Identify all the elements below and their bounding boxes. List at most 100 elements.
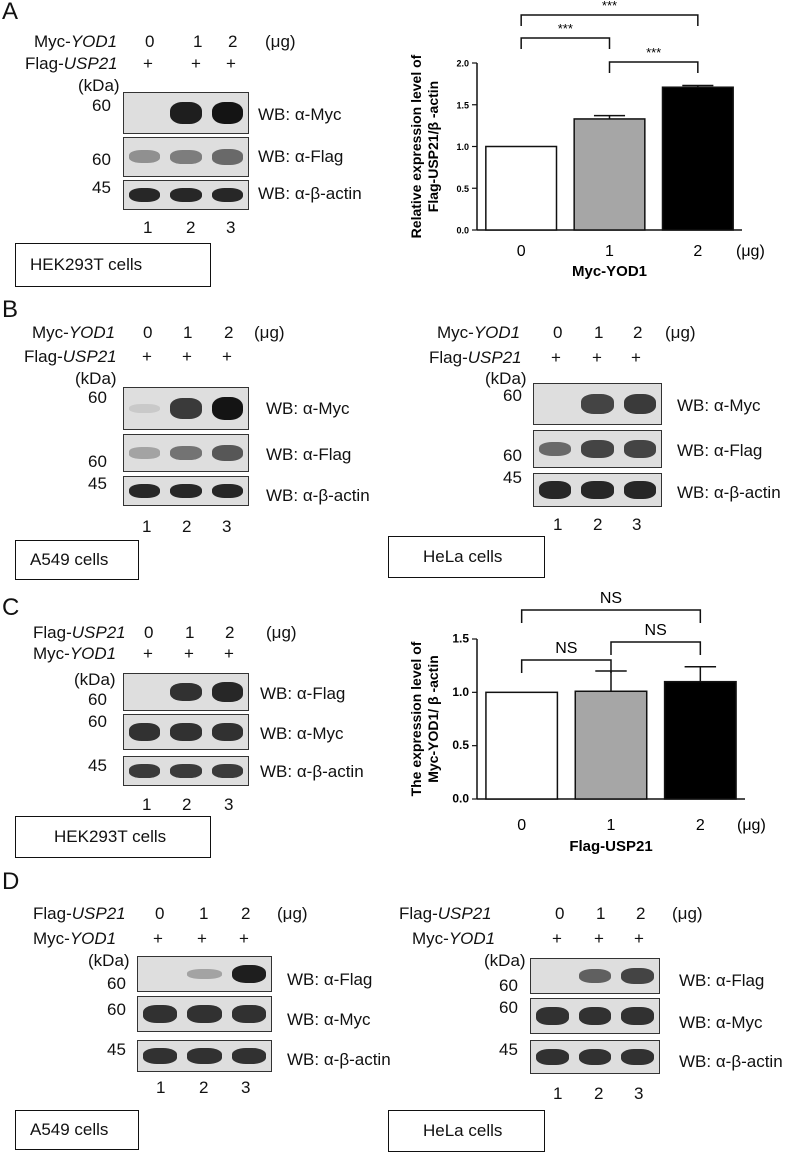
blot-band (231, 1048, 266, 1064)
blot-strip (530, 958, 660, 994)
blot-strip (123, 756, 249, 786)
sign-lane3: + (222, 347, 232, 366)
unit-label: (μg) (277, 904, 308, 923)
marker-60: 60 (88, 452, 107, 471)
kda-label: (kDa) (75, 369, 117, 388)
wb-label: WB: α-Flag (266, 445, 352, 464)
y-axis-title-line2: Flag-USP21/β -actin (425, 81, 441, 212)
marker-60: 60 (499, 998, 518, 1017)
row1-label: Flag-USP21 (33, 623, 126, 643)
sign-lane1: + (552, 929, 562, 948)
wb-label: WB: α-Myc (679, 1013, 763, 1032)
blot-band (581, 394, 614, 414)
row1-gene: YOD1 (70, 32, 118, 51)
panel-letter-c: C (2, 594, 20, 621)
unit-label: (μg) (737, 817, 766, 834)
row1-label: Myc-YOD1 (32, 323, 115, 343)
sign-lane3: + (224, 644, 234, 663)
blot-band (623, 394, 656, 414)
blot-band (578, 1048, 612, 1066)
row1-prefix: Myc- (437, 323, 474, 342)
row2-prefix: Flag- (24, 347, 63, 366)
cell-line-label: A549 cells (30, 550, 109, 569)
blot-band (581, 440, 614, 458)
x-tick-label: 0 (517, 817, 526, 834)
cell-line-label: A549 cells (30, 1120, 109, 1139)
lane-number: 1 (143, 218, 153, 237)
blot-strip (123, 476, 249, 506)
lane-number: 2 (199, 1078, 209, 1097)
wb-label: WB: α-Flag (260, 684, 346, 703)
blot-band (170, 682, 202, 702)
y-tick-label: 2.0 (456, 59, 469, 69)
sign-lane2: + (182, 347, 192, 366)
row2-label: Myc-YOD1 (33, 644, 116, 664)
bar (573, 118, 646, 231)
x-tick-label: 1 (607, 817, 616, 834)
row2-label: Myc-YOD1 (33, 929, 116, 949)
blot-strip (123, 92, 249, 134)
blot-band (578, 1007, 612, 1025)
wb-label: WB: α-β-actin (287, 1050, 391, 1069)
significance-label: *** (646, 45, 661, 60)
blot-band (129, 723, 161, 741)
blot-band (187, 1048, 222, 1064)
blot-strip (530, 998, 660, 1034)
cell-line-box: A549 cells (15, 1110, 139, 1150)
cell-line-box: A549 cells (15, 540, 139, 580)
blot-band (211, 149, 243, 165)
lane-number: 1 (156, 1078, 166, 1097)
sign-lane1: + (551, 348, 561, 367)
cell-line-box: HeLa cells (388, 1110, 545, 1152)
lane-number: 1 (142, 517, 152, 536)
wb-label: WB: α-Flag (677, 441, 763, 460)
row2-gene: YOD1 (69, 929, 117, 948)
amount-lane2: 1 (596, 904, 606, 923)
amount-lane1: 0 (155, 904, 165, 923)
blot-band (170, 445, 202, 461)
significance-label: *** (602, 0, 617, 13)
blot-band (211, 444, 243, 462)
marker-60: 60 (88, 388, 107, 407)
panel-letter-b: B (2, 296, 19, 323)
lane-number: 2 (593, 515, 603, 534)
blot-band (143, 1048, 178, 1064)
sign-lane1: + (143, 54, 153, 73)
row1-label: Myc-YOD1 (437, 323, 520, 343)
y-tick-label: 1.5 (452, 632, 469, 646)
row1-label: Myc-YOD1 (34, 32, 117, 52)
x-tick-label: 2 (696, 817, 705, 834)
row1-gene: USP21 (71, 904, 126, 923)
lane-number: 1 (553, 515, 563, 534)
unit-label: (μg) (665, 323, 696, 342)
wb-label: WB: α-Myc (258, 105, 342, 124)
row1-prefix: Myc- (34, 32, 71, 51)
blot-strip (123, 180, 249, 210)
blot-band (621, 1048, 654, 1066)
significance-label: *** (558, 21, 573, 36)
x-tick-label: 2 (693, 243, 702, 260)
blot-strip (123, 434, 249, 472)
blot-strip (533, 473, 662, 507)
significance-bracket (520, 37, 611, 49)
bar (485, 691, 559, 800)
blot-band (621, 1007, 654, 1025)
blot-band (211, 396, 243, 421)
kda-label: (kDa) (484, 951, 526, 970)
lane-number: 2 (182, 795, 192, 814)
lane-number: 1 (553, 1084, 563, 1103)
row2-prefix: Flag- (429, 348, 468, 367)
y-tick-label: 1.0 (452, 685, 469, 699)
cell-line-label: HeLa cells (423, 547, 503, 566)
sign-lane2: + (191, 54, 201, 73)
lane-number: 3 (222, 517, 232, 536)
sign-lane2: + (594, 929, 604, 948)
blot-band (129, 483, 161, 499)
lane-number: 2 (594, 1084, 604, 1103)
bar (663, 680, 737, 800)
lane-number: 3 (632, 515, 642, 534)
significance-label: NS (600, 590, 622, 607)
sign-lane2: + (197, 929, 207, 948)
blot-band (170, 398, 202, 419)
blot-band (231, 1005, 266, 1023)
